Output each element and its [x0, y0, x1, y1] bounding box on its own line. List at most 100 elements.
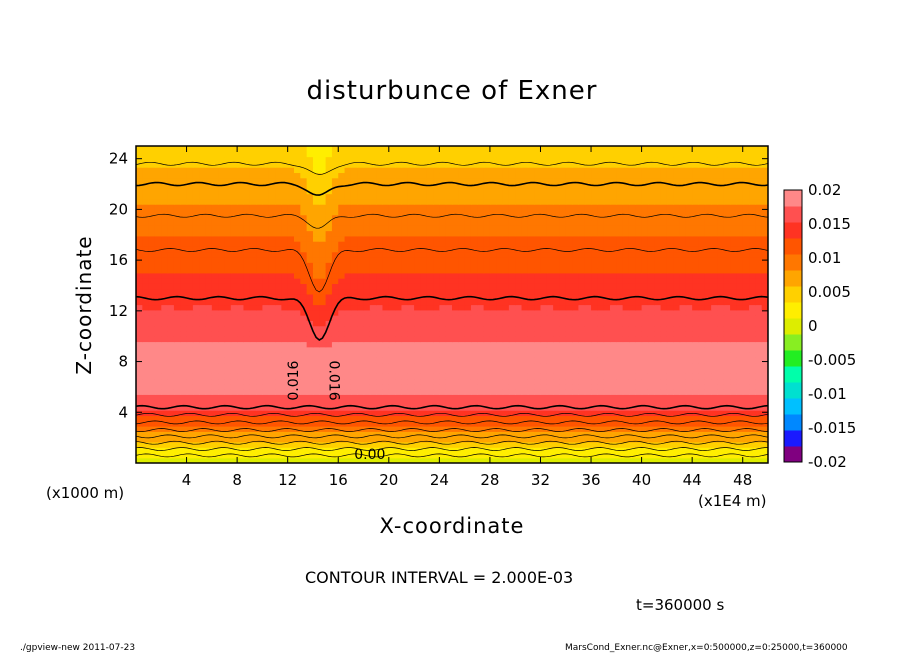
field-cell — [647, 225, 655, 232]
field-cell — [452, 410, 459, 417]
field-cell — [717, 214, 725, 221]
field-cell — [464, 394, 472, 401]
field-cell — [622, 304, 630, 311]
field-cell — [192, 436, 200, 443]
field-cell — [357, 214, 365, 221]
field-cell — [635, 426, 643, 432]
field-cell — [331, 219, 339, 226]
field-cell — [666, 362, 674, 369]
field-cell — [584, 426, 592, 432]
field-cell — [565, 457, 573, 463]
field-cell — [635, 204, 643, 210]
field-cell — [527, 309, 535, 316]
field-cell — [698, 214, 706, 221]
field-cell — [414, 325, 421, 332]
field-cell — [445, 256, 453, 263]
field-cell — [546, 315, 554, 321]
field-cell — [401, 362, 409, 369]
field-cell — [730, 336, 737, 343]
field-cell — [338, 415, 346, 422]
field-cell — [711, 341, 719, 348]
field-cell — [755, 457, 763, 463]
field-cell — [237, 304, 245, 311]
field-cell — [180, 204, 188, 210]
field-cell — [433, 219, 440, 226]
field-cell — [761, 367, 768, 374]
field-cell — [218, 341, 226, 348]
field-cell — [256, 278, 263, 284]
field-cell — [287, 256, 295, 263]
field-cell — [186, 330, 194, 337]
field-cell — [559, 362, 567, 369]
field-cell — [578, 251, 586, 258]
field-cell — [546, 246, 554, 253]
field-cell — [199, 341, 207, 348]
field-cell — [584, 230, 592, 237]
field-cell — [685, 246, 693, 253]
field-cell — [565, 256, 573, 263]
field-cell — [559, 383, 567, 390]
field-cell — [338, 426, 346, 432]
field-cell — [192, 441, 200, 448]
field-cell — [515, 251, 523, 258]
field-cell — [660, 352, 668, 358]
field-cell — [319, 330, 327, 337]
field-cell — [275, 293, 282, 300]
field-cell — [262, 272, 270, 279]
field-cell — [616, 415, 624, 422]
field-cell — [363, 367, 371, 374]
field-cell — [572, 198, 579, 205]
field-cell — [711, 441, 719, 448]
field-cell — [230, 204, 238, 210]
field-cell — [742, 452, 750, 459]
field-cell — [692, 373, 700, 380]
field-cell — [382, 457, 390, 463]
field-cell — [742, 404, 750, 411]
field-cell — [723, 352, 731, 358]
field-cell — [698, 219, 706, 226]
field-cell — [641, 452, 649, 459]
field-cell — [369, 320, 377, 327]
field-cell — [319, 399, 327, 406]
field-cell — [306, 420, 314, 427]
field-cell — [426, 283, 434, 290]
field-cell — [515, 436, 523, 443]
field-cell — [256, 367, 263, 374]
field-cell — [173, 230, 181, 237]
field-cell — [610, 278, 617, 284]
field-cell — [610, 431, 617, 438]
field-cell — [363, 315, 371, 321]
field-cell — [470, 367, 478, 374]
field-cell — [199, 362, 207, 369]
field-cell — [628, 362, 636, 369]
field-cell — [388, 241, 396, 247]
field-cell — [521, 383, 529, 390]
field-cell — [148, 452, 156, 459]
field-cell — [243, 325, 251, 332]
field-cell — [275, 441, 282, 448]
field-cell — [755, 315, 763, 321]
field-cell — [224, 246, 232, 253]
field-cell — [211, 198, 219, 205]
field-cell — [331, 325, 339, 332]
field-cell — [679, 431, 687, 438]
field-cell — [458, 341, 466, 348]
field-cell — [616, 357, 624, 364]
field-cell — [148, 399, 156, 406]
field-cell — [761, 436, 768, 443]
field-cell — [647, 278, 655, 284]
field-cell — [344, 309, 352, 316]
field-cell — [338, 399, 346, 406]
field-cell — [218, 383, 226, 390]
field-cell — [502, 367, 510, 374]
field-cell — [161, 241, 169, 247]
field-cell — [173, 426, 181, 432]
field-cell — [483, 367, 491, 374]
field-cell — [344, 346, 352, 353]
field-cell — [742, 447, 750, 454]
field-cell — [559, 346, 567, 353]
field-cell — [483, 299, 491, 306]
field-cell — [205, 330, 213, 337]
field-cell — [546, 404, 554, 411]
field-cell — [433, 278, 440, 284]
